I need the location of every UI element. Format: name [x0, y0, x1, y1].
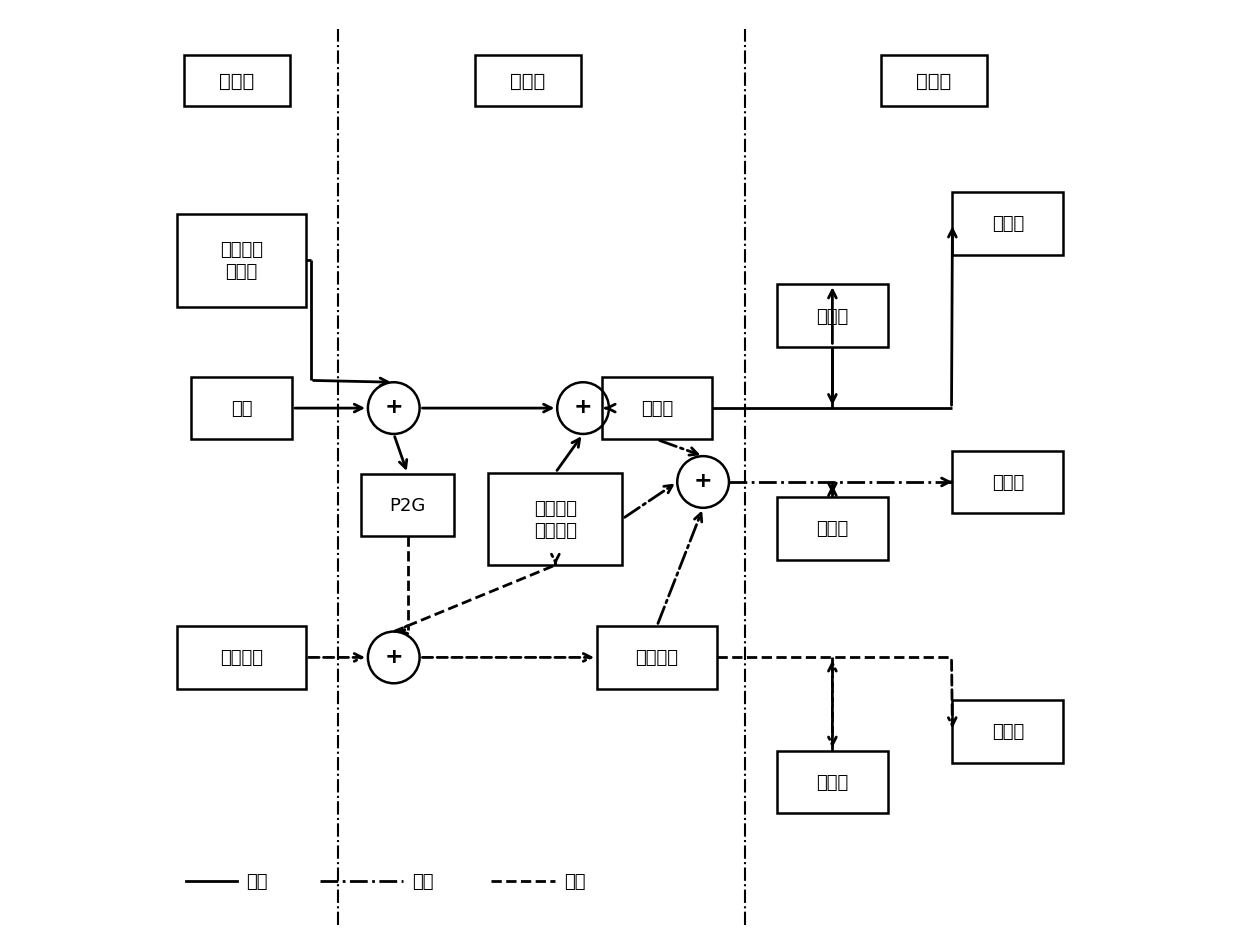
FancyBboxPatch shape — [880, 56, 987, 107]
Text: 供给侧: 供给侧 — [219, 71, 254, 91]
FancyBboxPatch shape — [184, 56, 290, 107]
FancyBboxPatch shape — [596, 626, 717, 690]
Text: +: + — [574, 397, 593, 417]
FancyBboxPatch shape — [952, 700, 1063, 763]
FancyBboxPatch shape — [777, 285, 888, 348]
FancyBboxPatch shape — [475, 56, 580, 107]
FancyBboxPatch shape — [952, 193, 1063, 255]
Text: 负荷侧: 负荷侧 — [916, 71, 951, 91]
Text: 天然气网: 天然气网 — [219, 649, 263, 666]
Text: 热流: 热流 — [412, 872, 434, 890]
Text: +: + — [384, 646, 403, 666]
Text: 燃气锅炉: 燃气锅炉 — [635, 649, 678, 666]
Text: 换能侧: 换能侧 — [510, 71, 546, 91]
Text: +: + — [694, 470, 713, 491]
FancyBboxPatch shape — [952, 451, 1063, 514]
FancyBboxPatch shape — [191, 378, 293, 440]
FancyBboxPatch shape — [177, 626, 306, 690]
Text: 蓄电池: 蓄电池 — [816, 307, 848, 326]
FancyBboxPatch shape — [777, 751, 888, 814]
Text: 气负荷: 气负荷 — [992, 723, 1024, 741]
FancyBboxPatch shape — [601, 378, 712, 440]
Text: 气流: 气流 — [564, 872, 587, 890]
FancyBboxPatch shape — [489, 473, 622, 565]
Text: 电锅炉: 电锅炉 — [641, 400, 673, 418]
FancyBboxPatch shape — [777, 497, 888, 560]
Text: P2G: P2G — [389, 496, 425, 514]
Text: 电流: 电流 — [246, 872, 268, 890]
Text: 可再生能
源发电: 可再生能 源发电 — [219, 241, 263, 281]
Text: 热电联供
型微燃机: 热电联供 型微燃机 — [534, 499, 577, 539]
Text: 电负荷: 电负荷 — [992, 215, 1024, 233]
Text: 电网: 电网 — [231, 400, 252, 418]
Text: 蓄热槽: 蓄热槽 — [816, 520, 848, 537]
Text: 储气罐: 储气罐 — [816, 773, 848, 792]
Text: +: + — [384, 397, 403, 417]
FancyBboxPatch shape — [177, 215, 306, 307]
FancyBboxPatch shape — [361, 474, 454, 537]
Text: 热负荷: 热负荷 — [992, 473, 1024, 492]
